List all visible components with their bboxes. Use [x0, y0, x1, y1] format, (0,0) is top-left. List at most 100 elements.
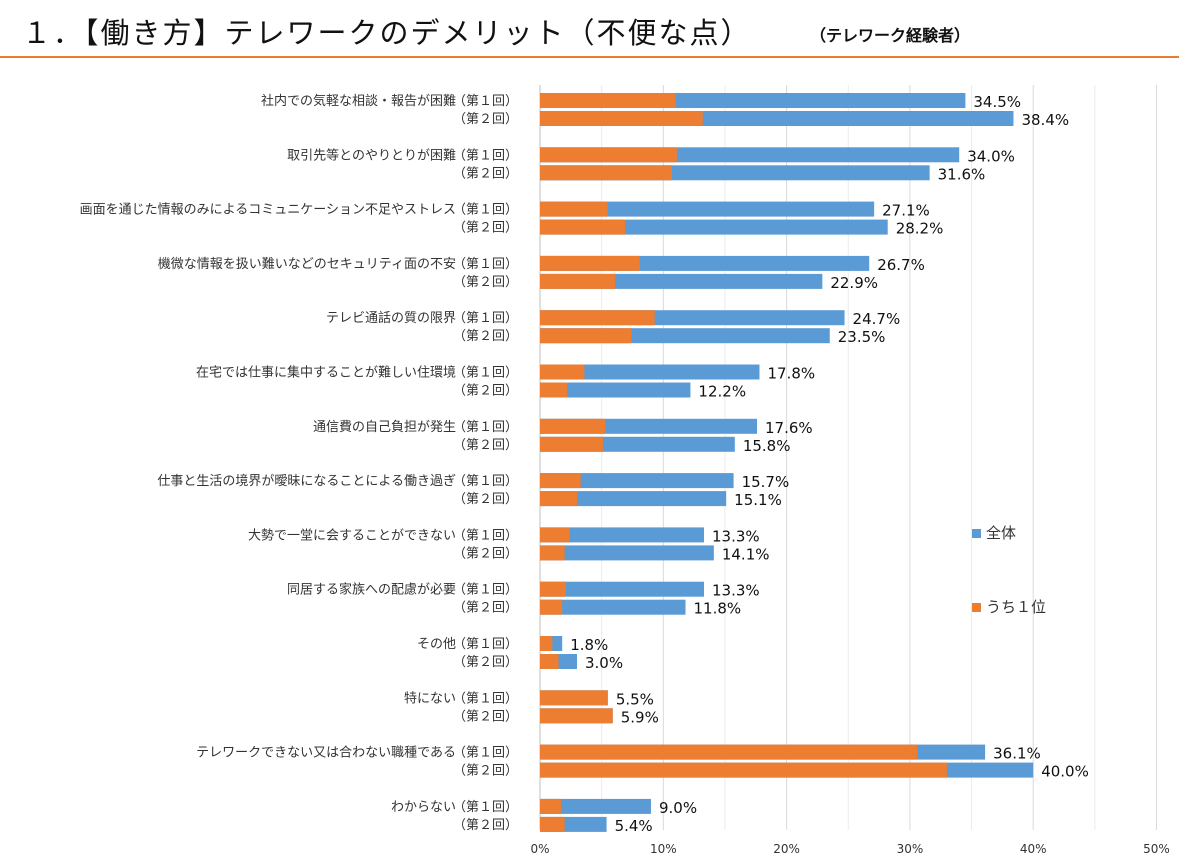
- bar-total: [540, 581, 704, 597]
- bar-top1: [540, 111, 703, 126]
- round-label: （第２回）: [453, 546, 518, 561]
- data-label: 13.3%: [712, 582, 760, 600]
- category-label: 大勢で一堂に会することができない: [248, 528, 456, 543]
- data-label: 31.6%: [938, 165, 986, 183]
- round-label: （第２回）: [453, 329, 518, 344]
- data-label: 27.1%: [882, 202, 930, 220]
- bar-total: [540, 219, 888, 235]
- bar-total: [540, 382, 691, 398]
- bar-total: [540, 599, 686, 615]
- bar-total: [540, 473, 734, 489]
- data-label: 26.7%: [877, 256, 925, 274]
- bar-top1: [540, 201, 608, 217]
- bar-top1: [540, 816, 565, 832]
- round-label: （第１回）: [453, 637, 518, 652]
- category-label: 社内での気軽な相談・報告が困難: [261, 93, 456, 109]
- round-label: （第２回）: [453, 275, 518, 290]
- bar-top1: [540, 491, 577, 507]
- legend-total-label: 全体: [986, 524, 1017, 542]
- page-subtitle: （テレワーク経験者）: [810, 26, 971, 45]
- round-label: （第１回）: [453, 148, 518, 163]
- round-label: （第１回）: [453, 420, 518, 435]
- data-label: 17.8%: [767, 365, 815, 383]
- bar-top1: [540, 708, 613, 724]
- data-label: 5.9%: [621, 708, 659, 726]
- category-label: 画面を通じた情報のみによるコミュニケーション不足やストレス: [80, 203, 456, 218]
- round-label: （第２回）: [453, 492, 518, 507]
- data-label: 5.5%: [616, 690, 654, 708]
- round-label: （第１回）: [453, 474, 518, 489]
- data-label: 22.9%: [830, 274, 878, 292]
- data-label: 12.2%: [698, 383, 746, 401]
- round-label: （第２回）: [453, 166, 518, 181]
- data-label: 11.8%: [693, 600, 741, 618]
- bar-top1: [540, 93, 676, 108]
- page-title: １．【働き方】テレワークのデメリット（不便な点）: [22, 16, 752, 50]
- bar-top1: [540, 762, 947, 778]
- bar-top1: [540, 690, 608, 706]
- legend-top1-label: うち１位: [986, 598, 1047, 616]
- category-label: わからない: [391, 800, 456, 815]
- data-label: 3.0%: [585, 654, 623, 672]
- category-label: 在宅では仕事に集中することが難しい住環境: [196, 365, 456, 381]
- bar-top1: [540, 310, 655, 326]
- category-label: テレワークできない又は合わない職種である: [196, 745, 456, 761]
- round-label: （第２回）: [453, 384, 518, 399]
- round-label: （第１回）: [453, 528, 518, 543]
- category-label: 特にない: [404, 691, 456, 706]
- data-label: 15.8%: [743, 437, 791, 455]
- category-label: 同居する家族への配慮が必要: [287, 582, 456, 598]
- category-label: 通信費の自己負担が発生: [313, 420, 456, 435]
- data-label: 15.1%: [734, 491, 782, 509]
- round-label: （第２回）: [453, 438, 518, 453]
- bar-total: [540, 798, 651, 814]
- legend-top1: うち１位: [972, 596, 1046, 617]
- round-label: （第２回）: [453, 818, 518, 833]
- bar-top1: [540, 545, 565, 561]
- category-label: その他: [417, 637, 456, 652]
- bar-top1: [540, 599, 563, 615]
- bar-top1: [540, 165, 672, 181]
- x-tick-label: 50%: [1143, 842, 1170, 856]
- x-tick-label: 40%: [1020, 842, 1047, 856]
- page-header: １．【働き方】テレワークのデメリット（不便な点） （テレワーク経験者）: [0, 0, 1179, 58]
- category-label: 機微な情報を扱い難いなどのセキュリティ面の不安: [158, 257, 456, 272]
- round-label: （第２回）: [453, 709, 518, 724]
- round-label: （第１回）: [453, 583, 518, 598]
- bar-top1: [540, 147, 677, 163]
- bar-top1: [540, 219, 626, 235]
- bar-total: [540, 364, 760, 380]
- round-label: （第２回）: [453, 764, 518, 779]
- data-label: 36.1%: [993, 745, 1041, 763]
- bar-top1: [540, 364, 585, 380]
- data-label: 34.0%: [967, 147, 1015, 165]
- data-label: 28.2%: [896, 220, 944, 238]
- bar-total: [540, 527, 704, 543]
- data-label: 38.4%: [1021, 111, 1069, 129]
- bar-total: [540, 545, 714, 561]
- legend-total: 全体: [972, 522, 1016, 543]
- bar-top1: [540, 581, 566, 597]
- round-label: （第２回）: [453, 112, 518, 127]
- x-tick-label: 10%: [650, 842, 677, 856]
- bar-top1: [540, 798, 561, 814]
- round-label: （第２回）: [453, 221, 518, 236]
- legend-total-swatch: [972, 529, 981, 538]
- data-label: 14.1%: [722, 545, 770, 563]
- data-label: 24.7%: [853, 310, 901, 328]
- data-label: 34.5%: [973, 93, 1021, 111]
- bar-top1: [540, 328, 632, 344]
- bar-top1: [540, 382, 568, 398]
- round-label: （第１回）: [453, 257, 518, 272]
- round-label: （第１回）: [453, 746, 518, 761]
- data-label: 40.0%: [1041, 763, 1089, 781]
- bar-top1: [540, 744, 918, 760]
- data-label: 23.5%: [838, 328, 886, 346]
- round-label: （第１回）: [453, 203, 518, 218]
- bar-top1: [540, 654, 559, 669]
- round-label: （第１回）: [453, 311, 518, 326]
- legend-top1-swatch: [972, 603, 981, 612]
- data-label: 5.4%: [615, 817, 653, 835]
- round-label: （第１回）: [453, 94, 518, 109]
- round-label: （第１回）: [453, 366, 518, 381]
